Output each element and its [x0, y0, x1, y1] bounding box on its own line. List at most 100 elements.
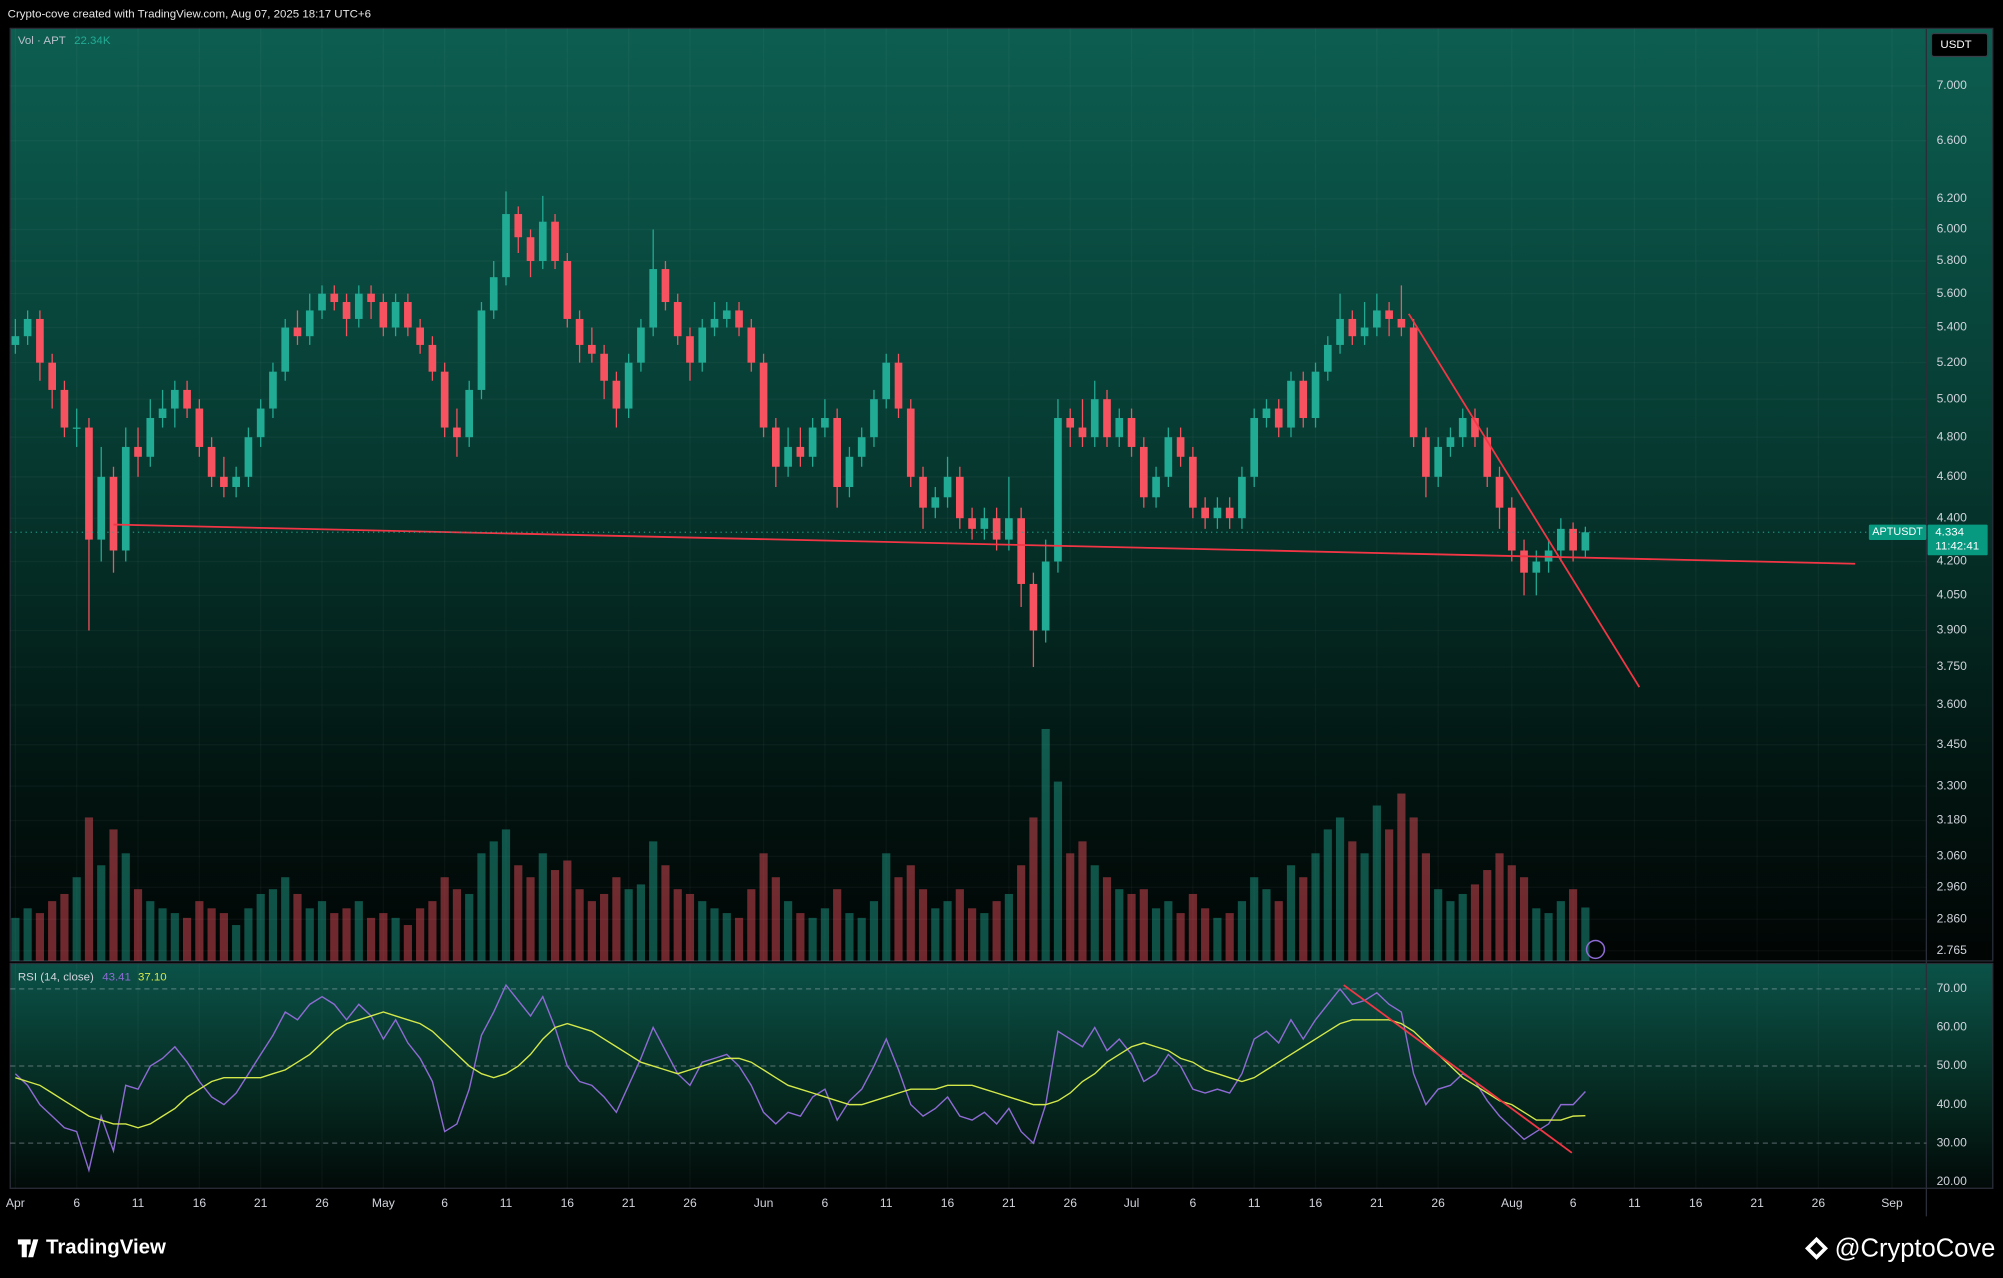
x-tick-label: 16 — [941, 1196, 955, 1210]
volume-bar — [1164, 901, 1173, 961]
volume-bar — [1262, 889, 1271, 961]
candle-body — [968, 518, 976, 529]
candle-body — [1213, 507, 1222, 519]
volume-bar — [1274, 901, 1283, 961]
candle-body — [60, 389, 69, 428]
candle-body — [1090, 399, 1099, 438]
price-pane — [9, 27, 1994, 962]
candle-body — [1348, 318, 1357, 337]
volume-bar — [1544, 913, 1553, 961]
candle-body — [661, 269, 670, 303]
volume-bar — [1532, 908, 1541, 961]
candle-body — [1409, 327, 1418, 438]
volume-bar — [342, 908, 351, 961]
currency-box[interactable] — [1930, 32, 1989, 58]
candle-body — [1446, 437, 1455, 447]
candle-body — [955, 476, 964, 519]
volume-bar — [1115, 889, 1124, 961]
candle-body — [1483, 437, 1492, 477]
candle-body — [1323, 344, 1332, 372]
candle-body — [1250, 417, 1259, 477]
candle-body — [882, 362, 891, 400]
volume-bar — [955, 889, 964, 961]
volume-bar — [183, 917, 192, 961]
candle-body — [1434, 446, 1443, 477]
currency[interactable]: USDT — [1940, 39, 1971, 51]
candle-body — [379, 302, 388, 328]
candle-body — [1078, 427, 1087, 438]
candle-body — [624, 362, 633, 409]
volume-bar — [1053, 781, 1063, 961]
x-tick-label: 11 — [500, 1196, 513, 1210]
candle-body — [575, 318, 584, 345]
y-tick-label: 2.960 — [1937, 880, 1968, 894]
candle-body — [1373, 310, 1381, 328]
volume-bar — [734, 917, 744, 961]
volume-bar — [918, 889, 928, 961]
candle-body — [416, 327, 424, 345]
candle-body — [109, 476, 118, 551]
candle-body — [158, 408, 167, 418]
x-tick-label: 26 — [1063, 1196, 1077, 1210]
volume-bar — [256, 893, 265, 961]
candle-body — [1385, 310, 1393, 319]
candle-body — [1287, 380, 1295, 428]
y-tick-label: 5.800 — [1937, 253, 1968, 267]
candle-body — [919, 476, 927, 508]
volume-bar — [232, 925, 241, 961]
alert-icon[interactable] — [1585, 939, 1606, 960]
volume-bar — [968, 908, 977, 961]
candle-body — [453, 427, 461, 438]
candle-body — [1152, 476, 1160, 498]
volume-bar — [84, 817, 94, 961]
candle-body — [146, 417, 155, 457]
volume-bar — [1299, 877, 1308, 961]
volume-bar — [305, 908, 314, 961]
volume-bar — [600, 893, 609, 961]
credit-icon — [1804, 1236, 1828, 1260]
volume-bar — [158, 908, 167, 961]
volume-bar — [796, 913, 805, 961]
volume-bar — [1458, 893, 1467, 961]
volume-bar — [1225, 913, 1234, 961]
y-tick-label: 3.750 — [1937, 659, 1968, 673]
y-tick-label: 5.600 — [1937, 286, 1968, 300]
candle-body — [514, 214, 523, 238]
volume-bar — [1470, 884, 1480, 961]
y-tick-label: 2.860 — [1937, 912, 1968, 926]
volume-bar — [882, 853, 891, 961]
volume-bar — [1237, 901, 1247, 961]
candle-body — [1189, 456, 1197, 508]
volume-bar — [906, 865, 915, 961]
volume-bar — [170, 913, 179, 961]
volume-bar — [685, 893, 695, 961]
candle-body — [134, 446, 142, 457]
x-tick-label: 21 — [1002, 1196, 1016, 1210]
volume-bar — [1446, 901, 1455, 961]
candle-body — [97, 476, 106, 540]
volume-bar — [1348, 841, 1357, 961]
volume-bar — [72, 877, 81, 961]
candle-body — [588, 344, 596, 354]
candle-body — [1495, 476, 1504, 508]
candle-body — [1569, 528, 1577, 551]
rsi-pane — [9, 962, 1994, 1189]
volume-bar — [526, 877, 535, 961]
candle-body — [943, 476, 952, 498]
volume-bar — [563, 860, 572, 961]
volume-bar — [440, 877, 449, 961]
volume-bar — [403, 925, 412, 961]
x-tick-label: 16 — [561, 1196, 575, 1210]
candle-body — [1360, 327, 1369, 337]
volume-bar — [133, 889, 143, 961]
volume-bar — [1041, 728, 1050, 961]
volume-bar — [48, 901, 57, 961]
volume-bar — [649, 841, 658, 961]
candle-body — [1005, 518, 1013, 540]
candle-body — [367, 293, 375, 303]
candle-body — [747, 327, 756, 363]
volume-bar — [661, 865, 670, 961]
candle-body — [1262, 408, 1271, 418]
volume-bar — [1017, 865, 1026, 961]
